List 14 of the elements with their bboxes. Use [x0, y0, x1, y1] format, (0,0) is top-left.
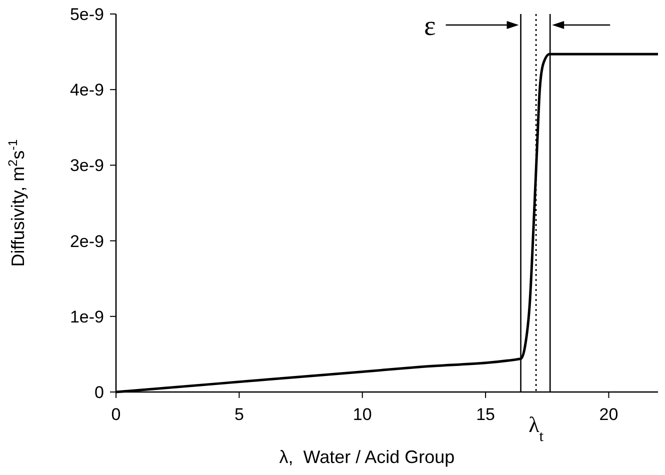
x-tick-label: 0: [111, 405, 121, 424]
y-tick-label: 0: [94, 382, 104, 402]
annotation: ε: [424, 10, 436, 42]
y-tick-label: 4e-9: [70, 80, 104, 100]
x-axis-title: λ, Water / Acid Group: [279, 447, 455, 467]
ref-line-label: λ$_{t}$: [528, 412, 544, 444]
x-tick-label: 10: [352, 405, 372, 424]
y-tick-label: 2e-9: [70, 232, 104, 251]
x-tick-label: 15: [476, 405, 496, 424]
y-tick-label: 3e-9: [70, 156, 104, 176]
y-tick-label: 1e-9: [70, 307, 104, 326]
x-tick-label: 5: [234, 405, 244, 424]
y-tick-label: 5e-9: [70, 4, 104, 24]
x-tick-label: 20: [599, 405, 618, 424]
